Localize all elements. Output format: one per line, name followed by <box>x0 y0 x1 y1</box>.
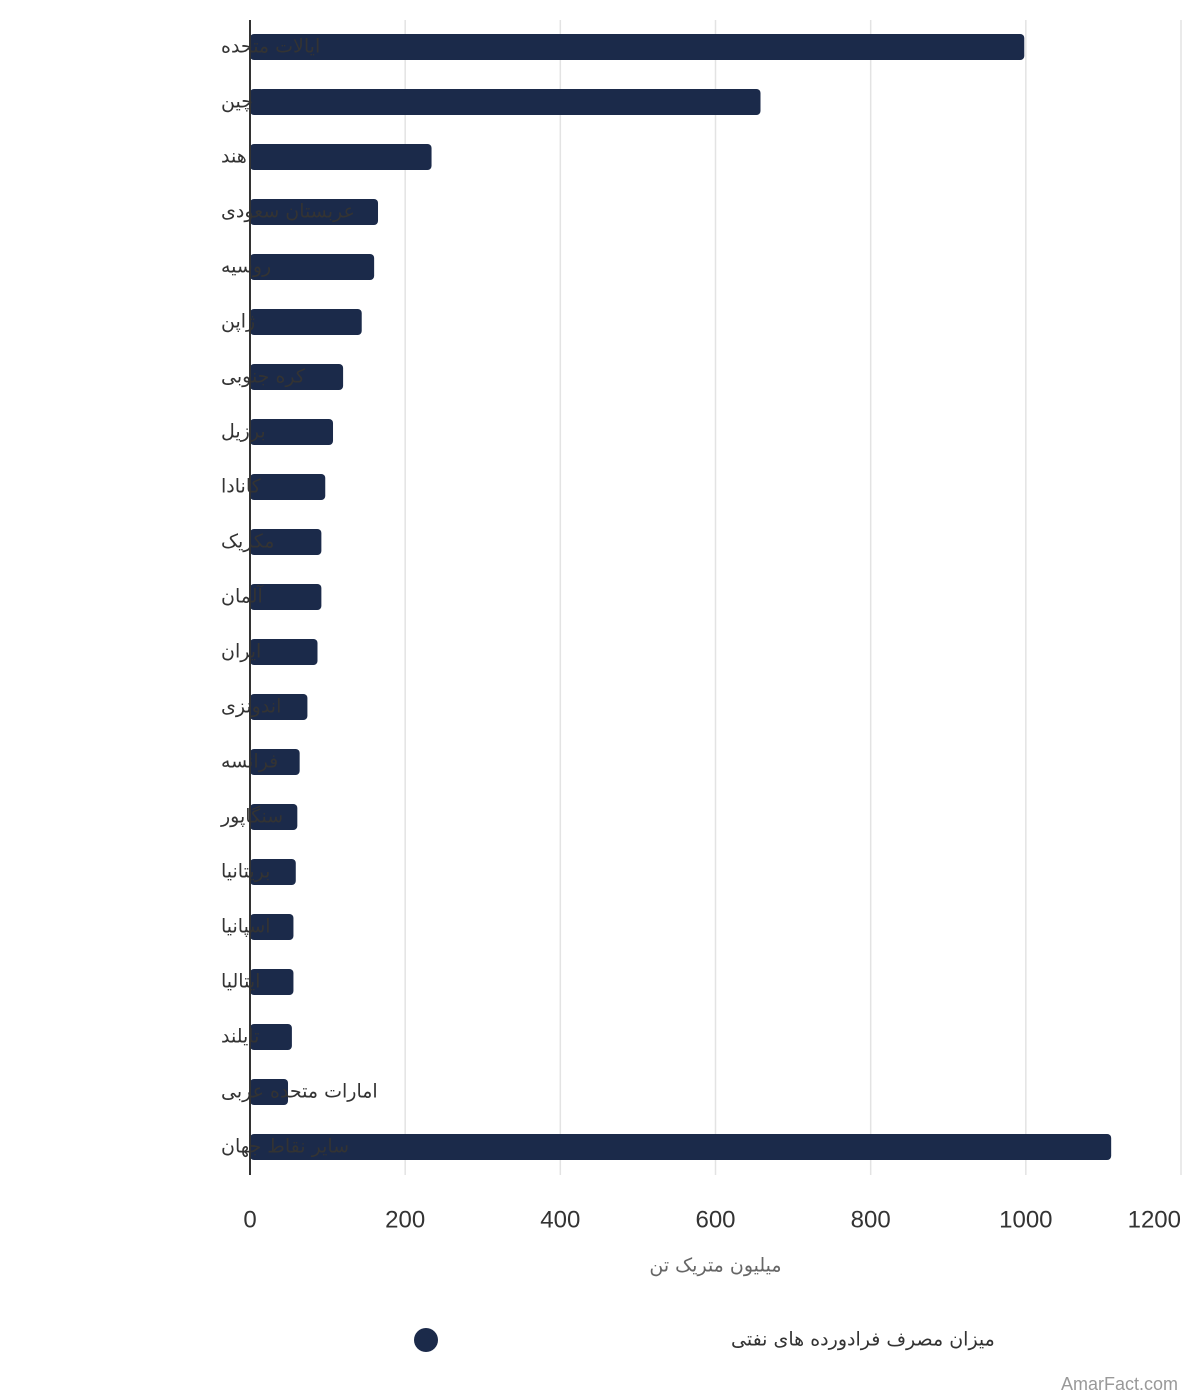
bar-6 <box>250 364 344 390</box>
category-label-15: بریتانیا <box>221 861 270 883</box>
x-tick-label-6: 1200 <box>1128 1206 1181 1233</box>
bar-chart: ایالات متحده چین هند عربستان سعودی روسیه ژاپن… <box>220 20 1182 1352</box>
bar-10 <box>250 584 322 610</box>
bar-19 <box>250 1079 289 1105</box>
legend: میزان مصرف فرادورده های نفتی <box>414 1328 995 1352</box>
bar-14 <box>250 804 298 830</box>
bar-15 <box>250 859 296 885</box>
category-label-1: چین <box>221 91 253 113</box>
bar-20 <box>250 1134 1112 1160</box>
bar-5 <box>250 309 362 335</box>
category-labels: ایالات متحده چین هند عربستان سعودی روسیه ژاپن… <box>220 36 378 1158</box>
category-label-6: کره جنوبی <box>221 366 306 388</box>
category-label-2: هند <box>221 146 247 168</box>
x-tick-label-0: 0 <box>243 1206 256 1233</box>
category-label-14: سنگاپور <box>220 805 283 828</box>
x-tick-label-2: 400 <box>540 1206 580 1233</box>
bar-18 <box>250 1024 292 1050</box>
category-label-3: عربستان سعودی <box>221 201 355 223</box>
bar-12 <box>250 694 308 720</box>
bar-0 <box>250 34 1025 60</box>
x-tick-label-5: 1000 <box>999 1206 1052 1233</box>
category-label-7: برزیل <box>221 421 266 443</box>
bar-17 <box>250 969 294 995</box>
bar-4 <box>250 254 375 280</box>
credit-text: AmarFact.com <box>1060 1374 1178 1394</box>
category-label-16: اسپانیا <box>221 916 271 938</box>
x-tick-label-4: 800 <box>851 1206 891 1233</box>
bar-11 <box>250 639 318 665</box>
x-tick-label-1: 200 <box>385 1206 425 1233</box>
grid-lines <box>404 20 1182 1175</box>
legend-label: میزان مصرف فرادورده های نفتی <box>731 1329 995 1351</box>
bars <box>250 34 1112 1160</box>
bar-3 <box>250 199 379 225</box>
bar-9 <box>250 529 322 555</box>
bar-7 <box>250 419 334 445</box>
category-label-4: روسیه <box>221 256 271 278</box>
bar-1 <box>250 89 761 115</box>
legend-marker <box>414 1328 438 1352</box>
category-label-10: آلمان <box>221 584 264 608</box>
bar-13 <box>250 749 300 775</box>
bar-2 <box>250 144 432 170</box>
category-label-17: ایتالیا <box>221 971 260 993</box>
category-label-0: ایالات متحده <box>221 36 320 58</box>
category-label-20: سایر نقاط جهان <box>221 1136 349 1158</box>
bar-16 <box>250 914 294 940</box>
category-label-11: ایران <box>221 641 261 663</box>
category-label-5: ژاپن <box>221 311 255 333</box>
x-tick-label-3: 600 <box>695 1206 735 1233</box>
category-label-19: امارات متحده عربی <box>221 1081 378 1103</box>
category-label-8: کانادا <box>221 476 262 498</box>
category-label-12: اندونزی <box>221 696 281 718</box>
bar-8 <box>250 474 326 500</box>
category-label-18: تایلند <box>221 1026 259 1048</box>
category-label-9: مکزیک <box>221 531 274 553</box>
x-tick-labels: 0 200 400 600 800 1000 1200 <box>243 1206 1181 1233</box>
x-axis-title: میلیون متریک تن <box>649 1255 781 1277</box>
